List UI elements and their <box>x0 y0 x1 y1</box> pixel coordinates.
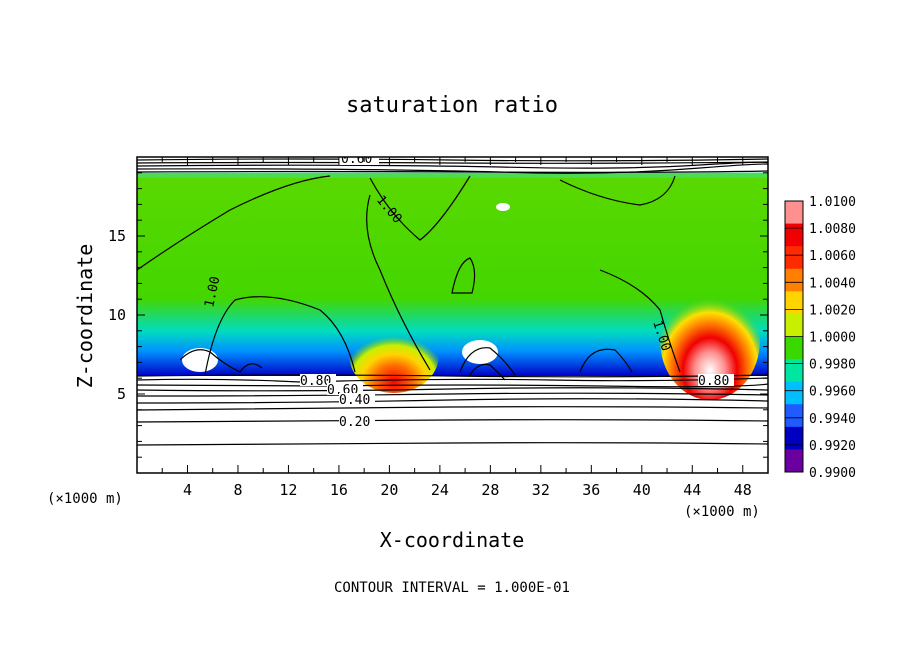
contour-label: 0.80 <box>698 374 729 389</box>
contour-label: 1.00 <box>202 275 223 309</box>
contour-interval-note: CONTOUR INTERVAL = 1.000E-01 <box>334 580 570 596</box>
chart-title: saturation ratio <box>346 93 558 118</box>
colorbar-label: 1.0060 <box>809 249 856 264</box>
white-patch-3 <box>182 348 218 372</box>
heat-spot-20km <box>349 317 439 393</box>
colorbar-swatch <box>785 291 803 315</box>
colorbar-label: 0.9960 <box>809 385 856 400</box>
x-tick-label: 4 <box>183 481 192 499</box>
white-patch <box>496 203 510 211</box>
colorbar-label: 1.0000 <box>809 331 856 346</box>
contour-lines <box>137 158 768 446</box>
x-unit-left: (×1000 m) <box>47 491 123 507</box>
colorbar-swatch <box>785 426 803 450</box>
y-tick-label: 10 <box>108 306 126 324</box>
colorbar-label: 0.9920 <box>809 439 856 454</box>
white-patch-2 <box>462 340 498 364</box>
colorbar-swatch <box>785 201 803 225</box>
colorbar-swatch <box>785 404 803 428</box>
x-tick-label: 48 <box>734 481 752 499</box>
y-axis-label: Z-coordinate <box>73 244 97 389</box>
colorbar-label: 0.9980 <box>809 358 856 373</box>
colorbar-label: 0.9940 <box>809 412 856 427</box>
colorbar-swatch <box>785 359 803 383</box>
x-axis: 4 8 12 16 20 24 28 32 36 40 44 48 <box>161 157 752 499</box>
x-tick-label: 32 <box>532 481 550 499</box>
colorbar-label: 1.0040 <box>809 276 856 291</box>
y-tick-label: 15 <box>108 227 126 245</box>
colorbar-swatch <box>785 268 803 292</box>
x-unit-right: (×1000 m) <box>684 504 760 520</box>
colorbar: 1.0100 1.0080 1.0060 1.0040 1.0020 1.0000 0.99… <box>785 195 856 481</box>
colorbar-swatch <box>785 313 803 337</box>
x-tick-label: 28 <box>481 481 499 499</box>
contour-label: 0.20 <box>339 415 370 430</box>
subsaturated-region <box>137 376 768 473</box>
x-tick-label: 44 <box>683 481 701 499</box>
x-tick-label: 40 <box>633 481 651 499</box>
colorbar-label: 1.0080 <box>809 222 856 237</box>
colorbar-label: 1.0020 <box>809 303 856 318</box>
contour-label: 0.60 <box>341 152 372 167</box>
colorbar-swatch <box>785 223 803 247</box>
x-tick-label: 12 <box>279 481 297 499</box>
x-tick-label: 8 <box>233 481 242 499</box>
y-axis: 5 10 15 <box>108 172 768 458</box>
x-tick-label: 24 <box>431 481 449 499</box>
x-tick-label: 36 <box>582 481 600 499</box>
contour-label: 0.40 <box>339 393 370 408</box>
y-tick-label: 5 <box>117 385 126 403</box>
contour-label: 0.80 <box>300 374 331 389</box>
colorbar-label: 0.9900 <box>809 466 856 481</box>
heat-spot-45km <box>660 280 760 400</box>
colorbar-swatch <box>785 246 803 270</box>
top-strip <box>137 172 768 178</box>
x-tick-label: 20 <box>380 481 398 499</box>
colorbar-swatch <box>785 336 803 360</box>
plot-area: 0.60 1.00 1.00 1.00 0.80 0.80 0.60 0.40 … <box>137 152 768 473</box>
x-axis-label: X-coordinate <box>380 528 525 552</box>
colorbar-swatch <box>785 381 803 405</box>
colorbar-label: 1.0100 <box>809 195 856 210</box>
x-tick-label: 16 <box>330 481 348 499</box>
colorbar-frame <box>784 200 804 473</box>
colorbar-swatch <box>785 449 803 473</box>
